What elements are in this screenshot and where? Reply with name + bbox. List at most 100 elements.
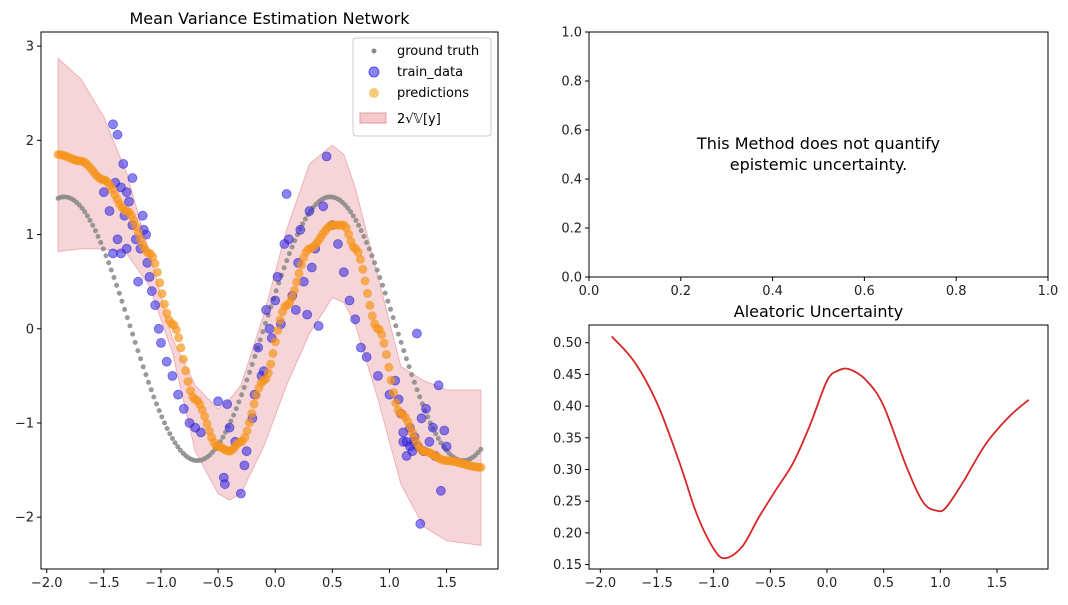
train-data-point (427, 422, 438, 433)
1-x-tick-label: 0.0 (579, 284, 600, 299)
2-x-tick-label: 0.0 (817, 576, 838, 591)
epistemic-note-line-1: This Method does not quantify (696, 134, 940, 153)
ground-truth-point (409, 372, 415, 378)
train-data-point (108, 248, 118, 259)
train-data-point (144, 271, 155, 282)
ground-truth-point (175, 444, 181, 450)
ground-truth-point (398, 339, 404, 345)
ground-truth-point (284, 258, 290, 264)
ground-truth-point (478, 446, 484, 452)
2-y-tick-label: 0.35 (553, 431, 582, 446)
ground-truth-point (249, 361, 255, 367)
ground-truth-point (380, 282, 385, 288)
ground-truth-point (130, 331, 136, 337)
legend: ground truth train_data predictions 2√𝕍[… (352, 37, 492, 137)
prediction-point (344, 229, 354, 239)
legend-label-train-data: train_data (397, 65, 463, 80)
train-data-point (373, 370, 383, 381)
0-x-tick-label: 1.5 (436, 576, 457, 591)
ground-truth-point (127, 323, 133, 329)
ground-truth-point (348, 209, 354, 215)
0-x-tick-label: 0.0 (265, 576, 286, 591)
epistemic-x-ticks: 0.0 0.2 0.4 0.6 0.8 1.0 (579, 277, 1058, 299)
ground-truth-point (350, 213, 356, 219)
prediction-point (247, 409, 257, 418)
ground-truth-point (108, 267, 114, 273)
variance-band (57, 57, 482, 546)
train-data-point (321, 151, 332, 162)
0-y-tick-label: −2 (15, 511, 34, 526)
train-data-point (219, 479, 230, 490)
prediction-point (181, 366, 191, 376)
train-data-point (261, 304, 272, 315)
train-data-point (441, 441, 452, 452)
ground-truth-point (84, 213, 90, 219)
prediction-point (171, 325, 181, 335)
1-x-tick-label: 0.4 (762, 284, 783, 299)
prediction-point (389, 388, 398, 398)
train-data-point (224, 422, 235, 433)
prediction-point (292, 277, 302, 287)
ground-truth-point (382, 290, 388, 296)
epistemic-panel: 0.0 0.2 0.4 0.6 0.8 1.0 0.0 0.2 0.4 0.6 0.8 1.0 Th… (561, 26, 1058, 300)
ground-truth-point (159, 414, 165, 420)
ground-truth-point (90, 222, 96, 228)
ground-truth-point (425, 414, 431, 420)
ground-truth-point (244, 377, 250, 383)
ground-truth-point (417, 394, 423, 400)
2-y-tick-label: 0.30 (553, 463, 582, 478)
ground-truth-point (414, 387, 420, 393)
ground-truth-point (79, 205, 85, 211)
prediction-point (367, 311, 377, 321)
prediction-point (202, 419, 212, 429)
prediction-point (273, 326, 283, 335)
train-data-point (283, 234, 294, 245)
predictions-layer (53, 150, 486, 472)
2-x-tick-label: −2.0 (585, 576, 617, 591)
ground-truth-point (252, 353, 258, 359)
ground-truth-point (260, 329, 266, 335)
ground-truth-point (151, 394, 157, 400)
prediction-point (289, 285, 299, 295)
0-x-tick-label: −1.5 (88, 576, 120, 591)
train-data-point (433, 380, 444, 391)
prediction-point (377, 330, 387, 339)
prediction-point (174, 333, 184, 343)
ground-truth-point (172, 440, 178, 446)
ground-truth-point (411, 379, 417, 385)
aleatoric-line-layer (611, 335, 1030, 560)
train-data-point (178, 403, 189, 414)
ground-truth-point (154, 401, 159, 407)
train-data-point (253, 342, 264, 353)
1-y-tick-label: 0.2 (561, 222, 582, 237)
ground-truth-point (374, 267, 380, 273)
legend-label-variance: 2√𝕍[y] (397, 112, 441, 127)
train-data-point (333, 239, 343, 249)
aleatoric-axes-frame (588, 324, 1049, 570)
mve-y-ticks: −2 −1 0 1 2 3 (15, 40, 41, 526)
ground-truth-point (372, 260, 377, 266)
mve-axes-frame (40, 31, 499, 570)
prediction-point (275, 315, 285, 325)
ground-truth-point (106, 260, 112, 266)
legend-patch-variance (359, 112, 387, 124)
prediction-point (178, 354, 188, 364)
prediction-point (159, 299, 169, 309)
prediction-point (294, 268, 304, 278)
train-data-point (108, 119, 118, 130)
prediction-point (363, 288, 372, 298)
0-x-tick-label: 0.5 (322, 576, 343, 591)
ground-truth-point (162, 420, 167, 426)
2-y-tick-label: 0.50 (553, 336, 582, 351)
ground-truth-point (377, 275, 383, 280)
aleatoric-uncertainty-line (611, 335, 1030, 560)
train-data-point (213, 396, 224, 407)
train-data-point (153, 323, 164, 334)
train-data-point (235, 488, 246, 499)
ground-truth-point (393, 323, 399, 329)
0-y-tick-label: −1 (15, 416, 34, 431)
ground-truth-point (388, 306, 393, 312)
ground-truth-point (114, 282, 120, 288)
train-data-point (161, 356, 172, 367)
ground-truth-point (170, 436, 175, 441)
